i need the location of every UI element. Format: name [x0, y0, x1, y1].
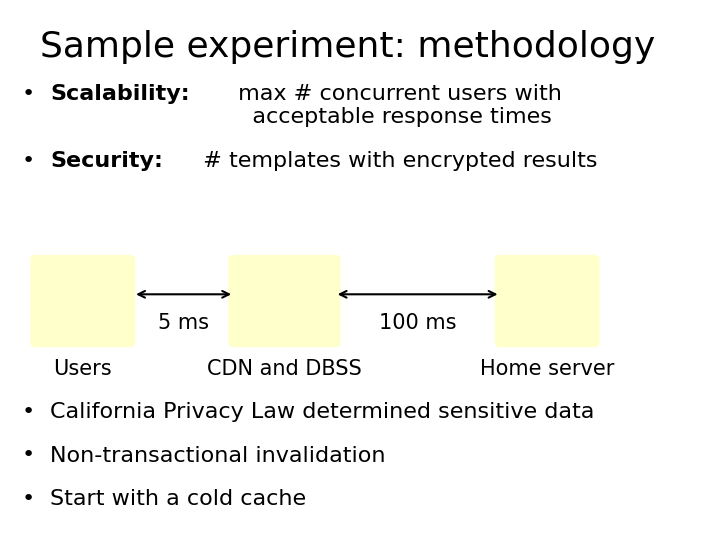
- Text: Scalability:: Scalability:: [50, 84, 190, 104]
- Text: Sample experiment: methodology: Sample experiment: methodology: [40, 30, 655, 64]
- Text: Start with a cold cache: Start with a cold cache: [50, 489, 307, 509]
- Text: max # concurrent users with
   acceptable response times: max # concurrent users with acceptable r…: [230, 84, 562, 127]
- Text: •: •: [22, 402, 35, 422]
- Text: •: •: [22, 84, 35, 104]
- Text: 100 ms: 100 ms: [379, 313, 456, 333]
- Text: •: •: [22, 446, 35, 465]
- FancyBboxPatch shape: [30, 255, 135, 347]
- FancyBboxPatch shape: [228, 255, 341, 347]
- Text: Non-transactional invalidation: Non-transactional invalidation: [50, 446, 386, 465]
- Text: # templates with encrypted results: # templates with encrypted results: [196, 151, 598, 171]
- Text: Home server: Home server: [480, 359, 614, 379]
- Text: Security:: Security:: [50, 151, 163, 171]
- Text: •: •: [22, 151, 35, 171]
- Text: CDN and DBSS: CDN and DBSS: [207, 359, 361, 379]
- Text: •: •: [22, 489, 35, 509]
- Text: Users: Users: [53, 359, 112, 379]
- Text: California Privacy Law determined sensitive data: California Privacy Law determined sensit…: [50, 402, 595, 422]
- FancyBboxPatch shape: [495, 255, 600, 347]
- Text: 5 ms: 5 ms: [158, 313, 209, 333]
